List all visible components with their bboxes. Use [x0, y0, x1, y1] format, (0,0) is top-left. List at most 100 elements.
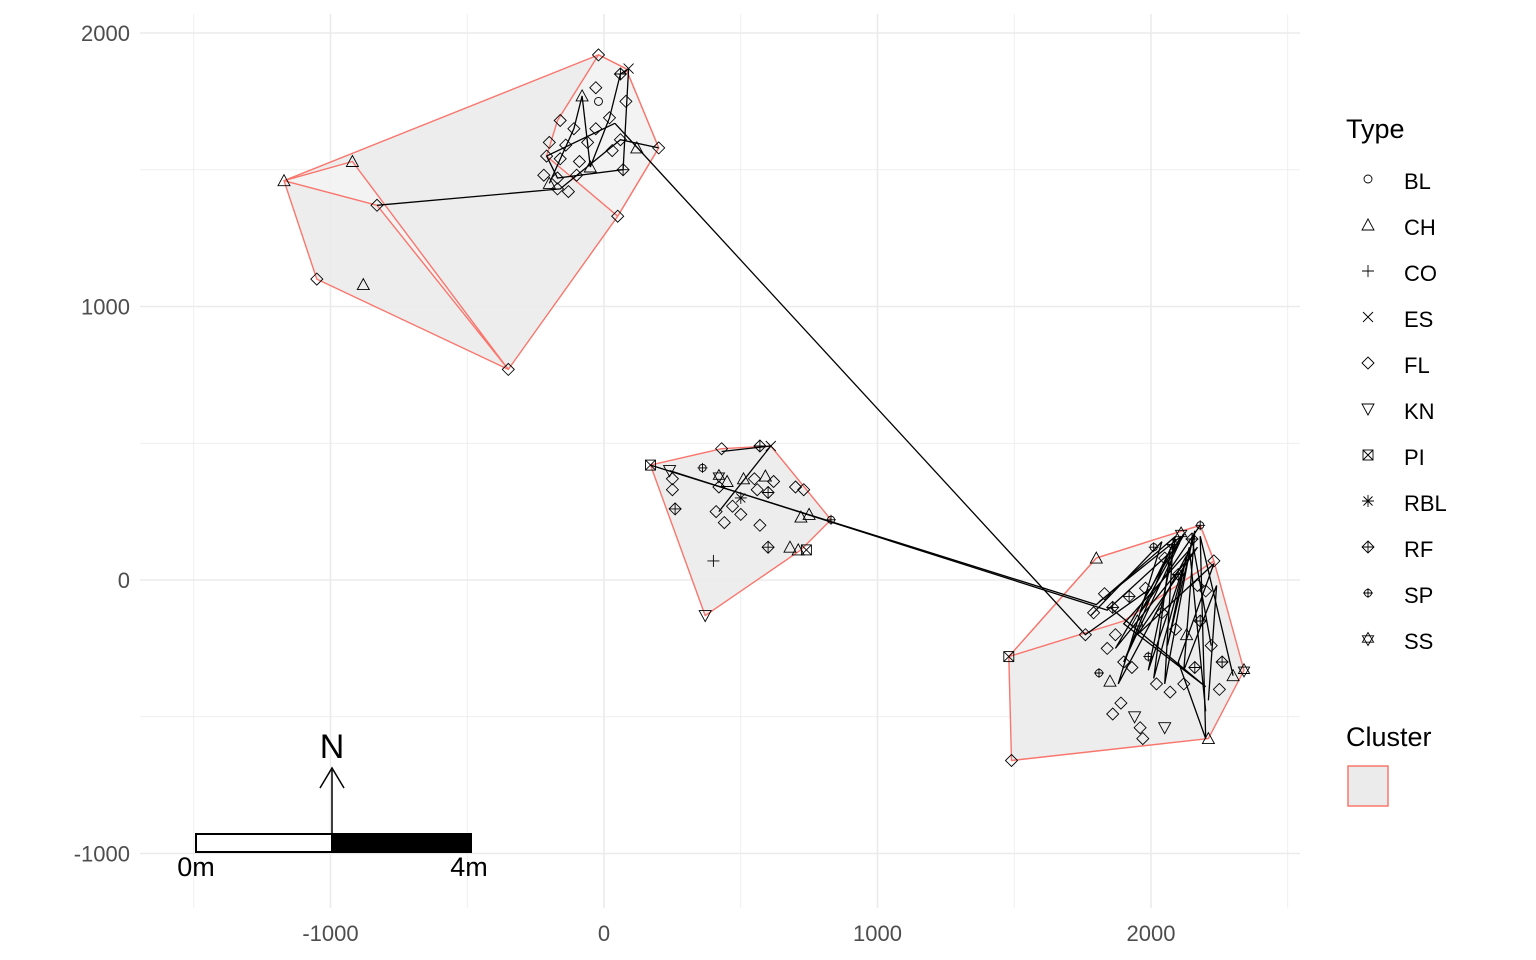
data-point-ch — [1226, 668, 1240, 682]
data-point-fl — [1212, 682, 1227, 697]
data-point-rf — [613, 67, 628, 81]
data-point-fl — [1117, 655, 1131, 669]
data-point-fl — [1155, 606, 1169, 620]
data-point-fl — [569, 168, 584, 182]
data-point-fl — [1136, 731, 1150, 746]
legend-label-kn: KN — [1404, 399, 1435, 424]
data-point-fl — [797, 483, 811, 497]
data-point-fl — [553, 152, 567, 166]
legend-symbol-ss-icon — [1361, 631, 1375, 647]
data-point-pi — [645, 459, 656, 471]
data-point-fl — [605, 143, 619, 158]
data-point-sp — [1195, 520, 1206, 531]
data-point-ch — [575, 88, 589, 102]
data-point-rf — [1171, 567, 1185, 582]
data-point-pi — [1003, 651, 1015, 663]
y-tick-label: 0 — [118, 568, 130, 593]
data-point-fl — [370, 198, 384, 212]
data-point-ch — [1103, 674, 1117, 687]
data-point-fl — [589, 81, 603, 95]
data-point-fl — [567, 122, 581, 136]
data-point-es — [765, 440, 777, 452]
data-point-fl — [1108, 628, 1123, 642]
data-point-ch — [1201, 731, 1216, 745]
data-point-fl — [1114, 696, 1128, 710]
legend-item-pi: PI — [1362, 445, 1425, 470]
legend-symbol-ch-icon — [1361, 218, 1375, 231]
data-point-fl — [550, 171, 565, 185]
legend-item-co: CO — [1362, 261, 1437, 286]
data-point-fl — [542, 135, 556, 150]
north-arrow-head-icon — [319, 766, 345, 789]
north-arrow: N — [319, 728, 345, 834]
data-point-ch — [736, 471, 751, 485]
cluster-hulls — [283, 54, 1245, 762]
legend-label-fl: FL — [1404, 353, 1430, 378]
data-point-fl — [589, 122, 603, 136]
data-point-fl — [559, 138, 573, 152]
data-point-rf — [753, 439, 767, 453]
data-point-fl — [1097, 587, 1112, 601]
data-point-kn — [662, 465, 677, 478]
scale-bar-white-segment — [195, 833, 333, 853]
scale-bar-start-label: 0m — [177, 852, 215, 882]
legend-item-fl: FL — [1361, 353, 1430, 378]
legend-symbol-kn-icon — [1361, 403, 1375, 416]
data-point-fl — [1125, 660, 1139, 675]
data-point-fl — [1004, 753, 1019, 768]
data-point-fl — [537, 168, 551, 182]
data-point-ch — [277, 173, 291, 187]
data-point-ch — [802, 507, 816, 520]
data-point-ch — [356, 277, 371, 291]
legend-symbol-pi-icon — [1362, 449, 1374, 461]
data-point-fl — [1133, 721, 1147, 735]
data-point-fl — [591, 48, 606, 62]
legend-label-es: ES — [1404, 307, 1433, 332]
legend-cluster-title: Cluster — [1346, 722, 1432, 752]
data-point-sp — [1148, 542, 1159, 553]
data-point-kn — [1127, 711, 1142, 724]
legend-symbol-sp-icon — [1363, 588, 1373, 598]
legend-label-pi: PI — [1404, 445, 1425, 470]
data-point-fl — [1158, 551, 1172, 565]
data-point-ch — [630, 140, 644, 154]
legend-symbol-es-icon — [1362, 311, 1374, 323]
data-point-ch — [758, 469, 773, 482]
scale-bar-black-segment — [331, 833, 472, 853]
data-point-fl — [747, 472, 762, 486]
legend-type-title: Type — [1346, 114, 1405, 144]
data-point-fl — [725, 499, 740, 513]
data-point-pi — [800, 544, 812, 556]
x-tick-label: 0 — [598, 921, 610, 946]
legend-item-sp: SP — [1363, 583, 1433, 608]
connection-path — [1098, 535, 1234, 739]
data-point-fl — [1078, 628, 1093, 642]
data-point-kn — [1157, 722, 1172, 735]
legend: Type BL CH CO ES FL KN PI RBL RF SP SS Cluster — [1346, 114, 1447, 807]
data-point-fl — [1138, 581, 1153, 595]
data-point-fl — [1100, 641, 1114, 656]
data-point-rf — [761, 485, 775, 500]
data-point-ss — [1237, 662, 1251, 678]
north-arrow-label: N — [320, 728, 345, 766]
axis-tick-labels: -1000 0 1000 2000 -1000 0 1000 2000 — [74, 21, 1176, 946]
data-point-fl — [550, 182, 565, 196]
data-point-rbl — [734, 491, 747, 504]
x-tick-label: -1000 — [302, 921, 358, 946]
data-point-fl — [1204, 638, 1218, 653]
data-point-es — [623, 63, 634, 74]
data-point-rf — [1185, 532, 1199, 546]
data-point-fl — [539, 149, 554, 163]
data-point-sp — [1143, 651, 1154, 662]
legend-item-rf: RF — [1361, 537, 1433, 562]
data-point-ch — [583, 160, 598, 173]
data-point-fl — [788, 480, 803, 494]
legend-item-kn: KN — [1361, 399, 1435, 424]
data-point-fl — [714, 442, 729, 456]
legend-symbol-rbl-icon — [1362, 495, 1374, 507]
data-point-fl — [1207, 554, 1221, 568]
data-point-fl — [501, 362, 515, 377]
legend-symbol-bl-icon — [1363, 174, 1373, 184]
data-point-fl — [1149, 677, 1164, 691]
